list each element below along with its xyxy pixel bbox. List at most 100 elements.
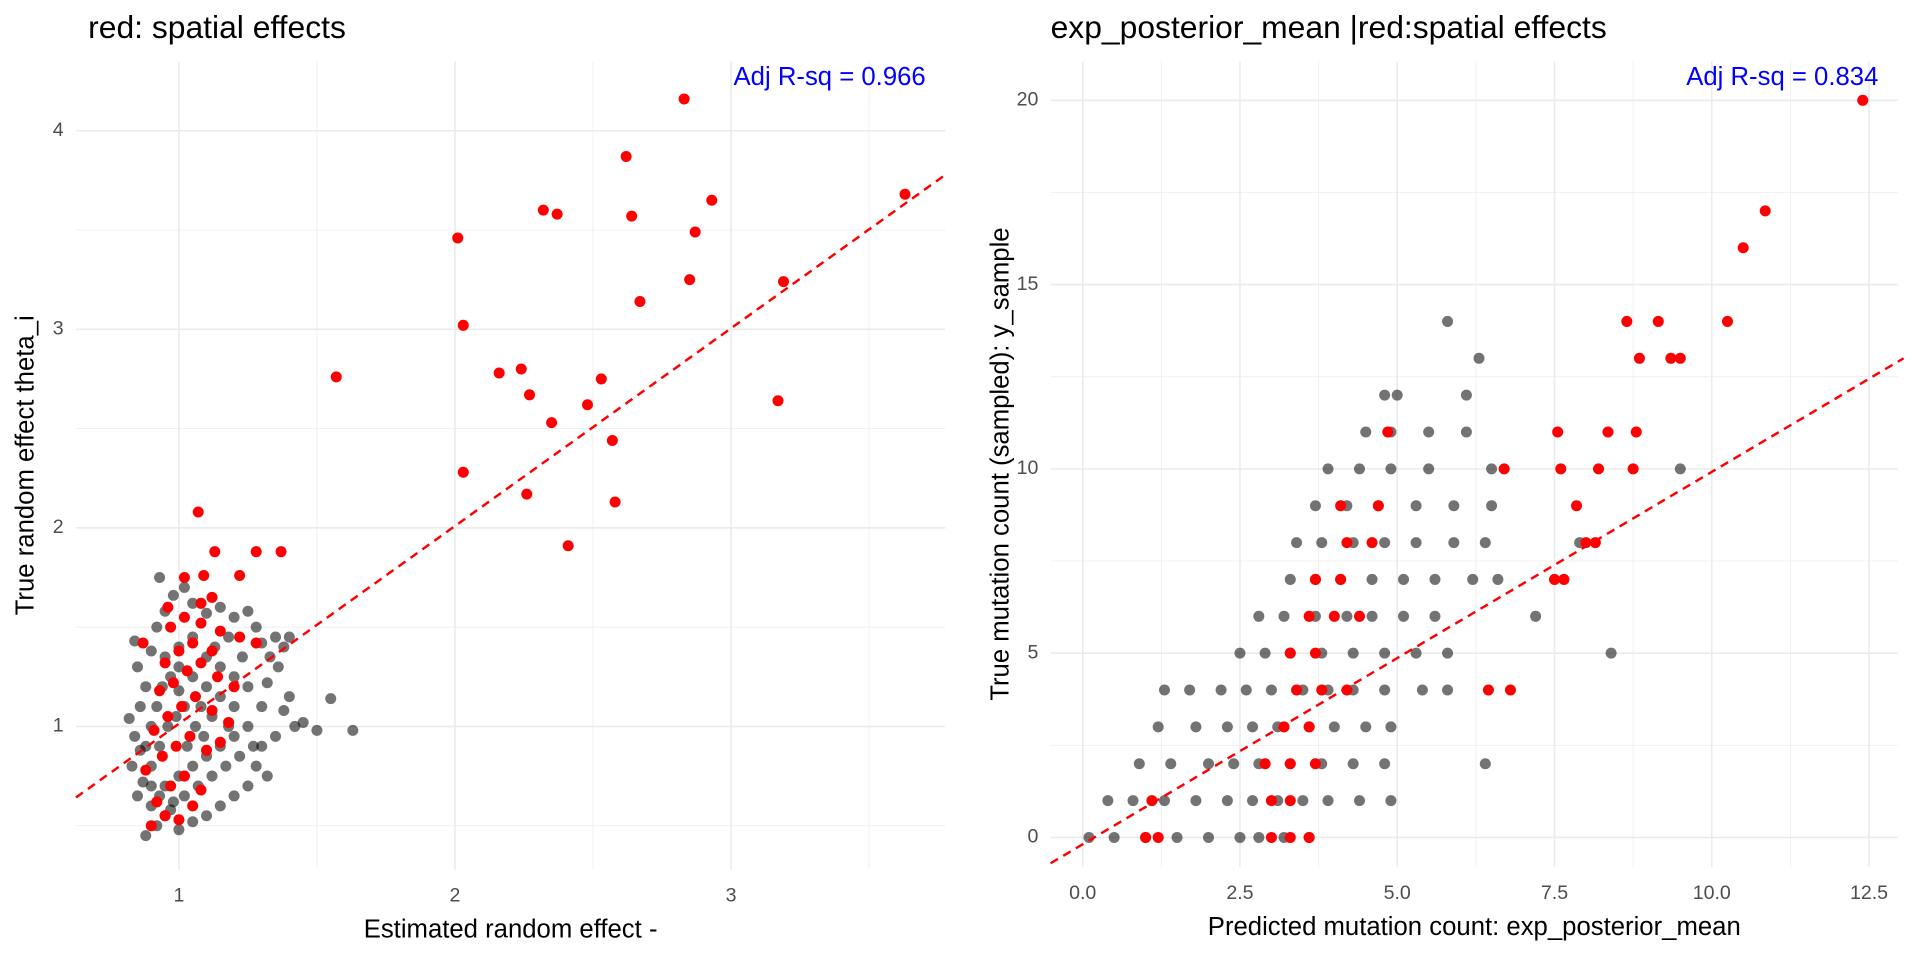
point [1158, 684, 1170, 696]
point [126, 760, 138, 772]
point [1228, 758, 1240, 770]
y-axis-title: True mutation count (sampled): y_sample [986, 227, 1014, 700]
point [165, 780, 177, 792]
x-tick-label: 0.0 [1069, 882, 1096, 904]
point [1492, 573, 1504, 585]
point [1146, 795, 1158, 807]
point [1303, 721, 1315, 733]
point [228, 681, 240, 693]
point [1602, 426, 1614, 438]
point [137, 637, 149, 649]
point [1416, 684, 1428, 696]
point [689, 226, 701, 238]
point [1309, 758, 1321, 770]
point [1379, 684, 1391, 696]
y-axis-title: True random effect theta_i [12, 315, 40, 615]
point [1486, 463, 1498, 475]
point [250, 637, 262, 649]
point [493, 367, 505, 379]
point [228, 730, 240, 742]
point [1630, 426, 1642, 438]
point [1552, 426, 1564, 438]
point [1221, 721, 1233, 733]
point [1366, 610, 1378, 622]
point [1410, 500, 1422, 512]
point [1215, 684, 1227, 696]
y-tick-label: 15 [1017, 273, 1039, 295]
point [678, 93, 690, 105]
point [626, 210, 638, 222]
point [195, 784, 207, 796]
point [195, 617, 207, 629]
point [1570, 500, 1583, 512]
point [1410, 647, 1422, 659]
point [170, 740, 182, 752]
x-axis-title: Estimated random effect - [364, 915, 658, 943]
point [242, 681, 254, 693]
point [1372, 500, 1384, 512]
point [1442, 315, 1454, 327]
point [1423, 463, 1435, 475]
point [214, 661, 226, 673]
point [214, 691, 226, 703]
point [189, 691, 201, 703]
point [154, 740, 166, 752]
point [1152, 831, 1164, 843]
point [1410, 537, 1422, 549]
point [1423, 426, 1435, 438]
point [1382, 426, 1394, 438]
point [206, 645, 218, 657]
x-tick-label: 10.0 [1693, 882, 1731, 904]
point [1341, 610, 1353, 622]
point [1665, 352, 1677, 364]
point [609, 496, 621, 508]
point [1448, 500, 1460, 512]
x-tick-label: 2 [450, 884, 461, 906]
point [145, 645, 157, 657]
point [1309, 500, 1321, 512]
point [1347, 758, 1359, 770]
point [214, 736, 226, 748]
point [181, 665, 193, 677]
point [1291, 684, 1303, 696]
point [1721, 315, 1733, 327]
point [1291, 537, 1303, 549]
chart-title: red: spatial effects [88, 9, 346, 45]
point [562, 540, 574, 552]
point [1442, 684, 1454, 696]
point [311, 724, 323, 736]
point [1391, 389, 1403, 401]
point [137, 776, 149, 788]
point [236, 651, 248, 663]
point [209, 546, 221, 558]
point [178, 790, 190, 802]
point [1398, 610, 1410, 622]
point [1467, 573, 1479, 585]
point [684, 274, 696, 286]
point [1265, 795, 1277, 807]
point [278, 705, 290, 717]
fit-line [75, 173, 947, 799]
point [261, 770, 273, 782]
point [1309, 647, 1321, 659]
point [1328, 610, 1340, 622]
point [452, 232, 464, 244]
point [173, 685, 185, 697]
point [206, 770, 218, 782]
annotation: Adj R-sq = 0.834 [1686, 63, 1878, 91]
point [1360, 721, 1372, 733]
point [256, 740, 268, 752]
point [1221, 795, 1233, 807]
point [1429, 610, 1441, 622]
point [173, 824, 185, 836]
y-tick-label: 4 [53, 119, 64, 141]
point [1429, 573, 1441, 585]
point [1316, 684, 1328, 696]
point [1460, 426, 1472, 438]
point [524, 389, 536, 401]
point [1284, 647, 1296, 659]
point [634, 295, 646, 307]
point [1504, 684, 1516, 696]
point [1498, 463, 1510, 475]
